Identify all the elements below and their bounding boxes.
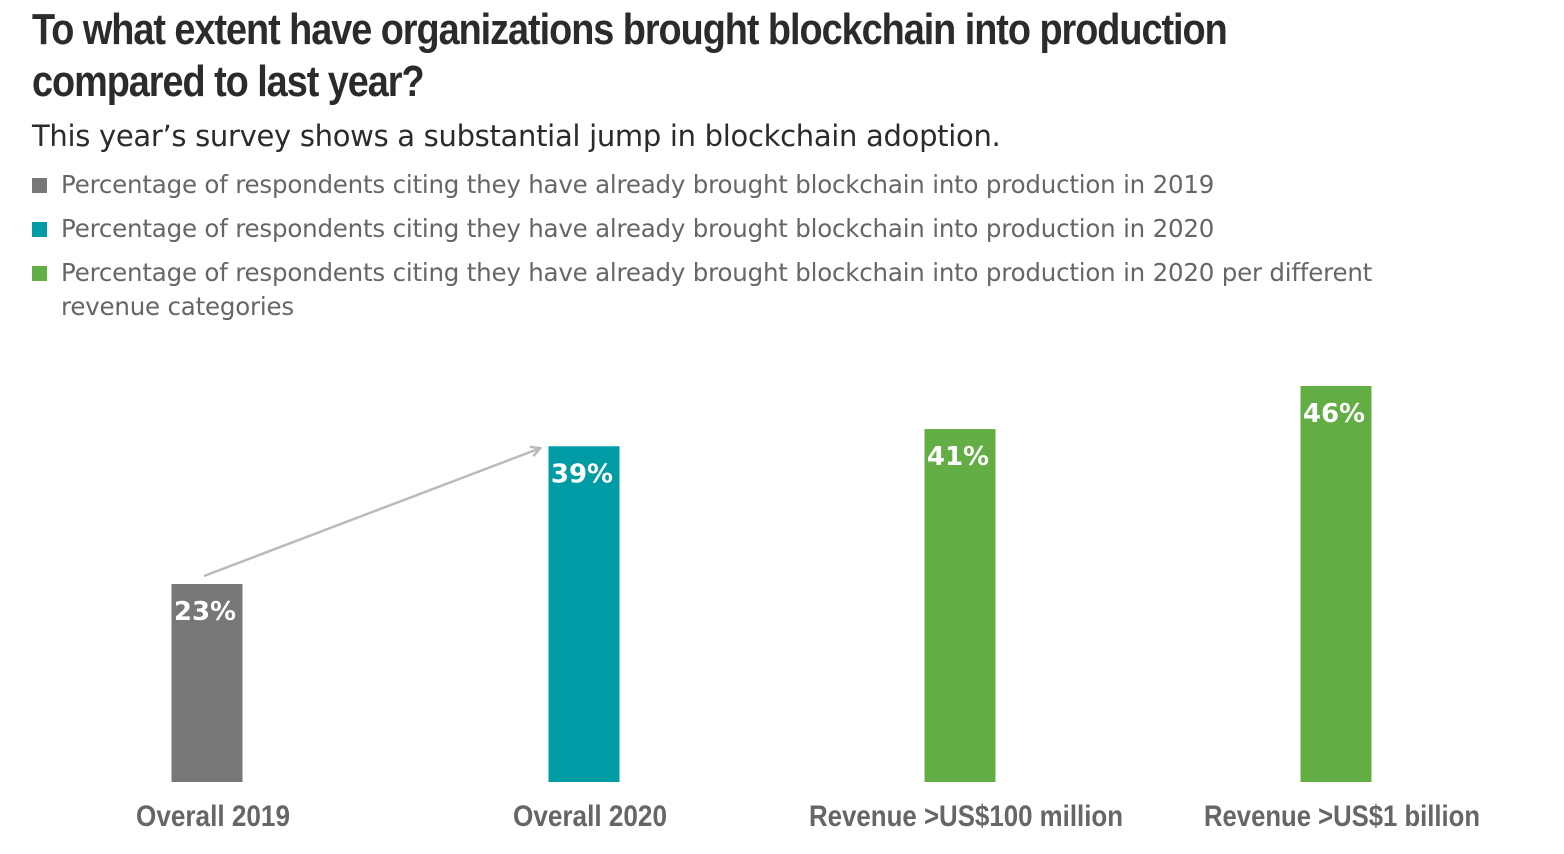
legend-item-2019: Percentage of respondents citing they ha… [32,168,1412,202]
bar-4 [1300,386,1372,782]
legend-item-2020: Percentage of respondents citing they ha… [32,212,1412,246]
bar-3 [924,429,996,782]
chart-title: To what extent have organizations brough… [32,5,1228,106]
bar-value-label-4: 46% [1303,399,1365,429]
bar-2 [548,446,620,782]
bar-1 [171,584,243,782]
bar-value-label-1: 23% [174,597,236,627]
bar-value-label-3: 41% [927,442,989,472]
category-label-1: Overall 2019 [136,800,290,833]
bar-value-label-2: 39% [551,459,613,489]
chart-subtitle: This year’s survey shows a substantial j… [32,119,1001,153]
legend-swatch-2020 [32,222,47,237]
category-label-3: Revenue >US$100 million [809,800,1123,833]
trend-arrow [203,448,540,578]
legend-label-revenue: Percentage of respondents citing they ha… [61,258,1373,321]
legend-label-2019: Percentage of respondents citing they ha… [61,170,1215,199]
legend: Percentage of respondents citing they ha… [32,168,1412,334]
legend-label-2020: Percentage of respondents citing they ha… [61,214,1215,243]
legend-swatch-2019 [32,178,47,193]
category-label-4: Revenue >US$1 billion [1204,800,1480,833]
legend-item-revenue: Percentage of respondents citing they ha… [32,256,1412,324]
legend-swatch-revenue [32,266,47,281]
category-label-2: Overall 2020 [513,800,667,833]
